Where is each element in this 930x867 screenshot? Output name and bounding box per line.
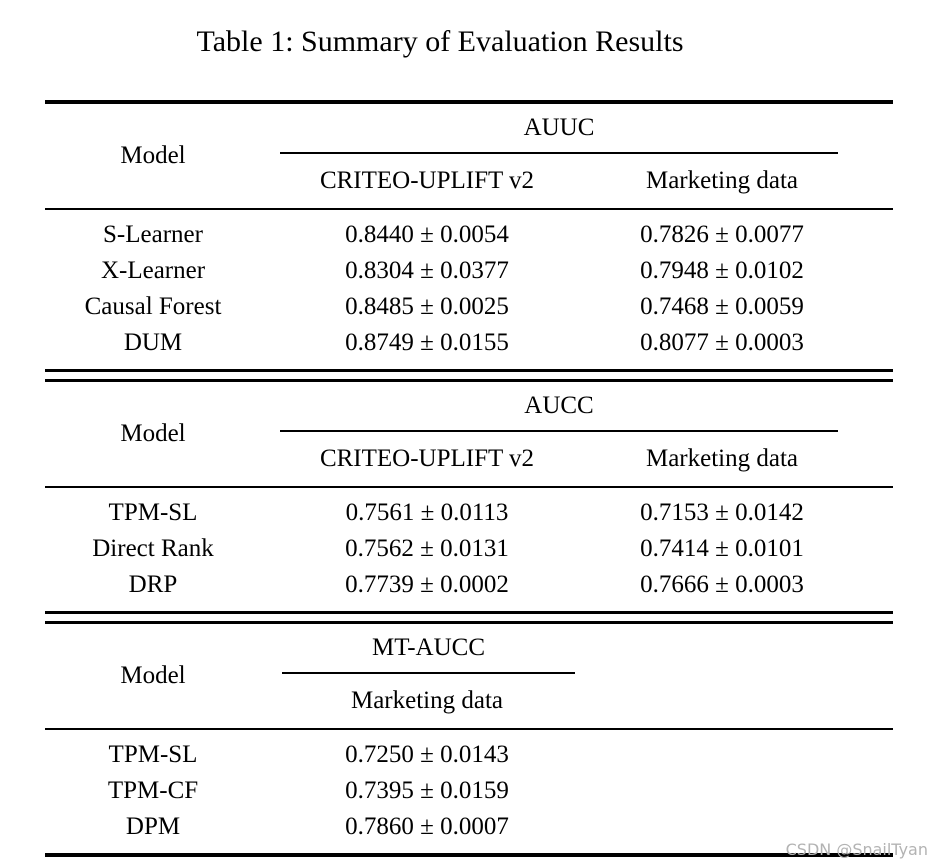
column-header-marketing: Marketing data bbox=[645, 445, 799, 472]
model-cell: DPM bbox=[125, 813, 181, 840]
model-column-header: Model bbox=[120, 142, 186, 169]
top-rule bbox=[45, 100, 893, 104]
table-row: DPM 0.7860 ± 0.0007 bbox=[45, 809, 893, 845]
value-cell-marketing: 0.7414 ± 0.0101 bbox=[640, 535, 804, 562]
table-row: DRP 0.7739 ± 0.0002 0.7666 ± 0.0003 bbox=[45, 567, 893, 603]
column-header-criteo: CRITEO-UPLIFT v2 bbox=[319, 167, 535, 194]
model-cell: DUM bbox=[123, 329, 183, 356]
metric-header-aucc: AUCC bbox=[280, 382, 838, 432]
model-column-header: Model bbox=[120, 662, 186, 689]
value-cell-criteo: 0.7561 ± 0.0113 bbox=[345, 499, 509, 526]
value-cell-marketing: 0.7826 ± 0.0077 bbox=[640, 221, 804, 248]
model-cell: TPM-SL bbox=[108, 741, 198, 768]
table-row: S-Learner 0.8440 ± 0.0054 0.7826 ± 0.007… bbox=[45, 217, 893, 253]
table-row: TPM-SL 0.7561 ± 0.0113 0.7153 ± 0.0142 bbox=[45, 495, 893, 531]
value-cell-criteo: 0.8749 ± 0.0155 bbox=[345, 329, 509, 356]
model-cell: TPM-SL bbox=[108, 499, 198, 526]
model-cell: X-Learner bbox=[100, 257, 206, 284]
metric-label: AUCC bbox=[524, 392, 594, 419]
value-cell-marketing: 0.7250 ± 0.0143 bbox=[345, 741, 509, 768]
header-body-rule bbox=[45, 728, 893, 730]
metric-header-auuc: AUUC bbox=[280, 104, 838, 154]
value-cell-criteo: 0.8485 ± 0.0025 bbox=[345, 293, 509, 320]
table-row: DUM 0.8749 ± 0.0155 0.8077 ± 0.0003 bbox=[45, 325, 893, 361]
auuc-body: S-Learner 0.8440 ± 0.0054 0.7826 ± 0.007… bbox=[45, 210, 893, 369]
table-caption: Table 1: Summary of Evaluation Results bbox=[196, 25, 684, 58]
metric-header-mt-aucc: MT-AUCC bbox=[282, 624, 575, 674]
column-header-marketing: Marketing data bbox=[350, 687, 504, 714]
table-row: X-Learner 0.8304 ± 0.0377 0.7948 ± 0.010… bbox=[45, 253, 893, 289]
csdn-watermark: CSDN @SnailTyan bbox=[785, 840, 928, 859]
bottom-rule bbox=[45, 853, 893, 857]
value-cell-marketing: 0.7860 ± 0.0007 bbox=[345, 813, 509, 840]
aucc-header: Model AUCC CRITEO-UPLIFT v2 Marketing da… bbox=[45, 382, 893, 486]
mt-aucc-subheaders: Marketing data bbox=[45, 674, 893, 728]
table-row: TPM-SL 0.7250 ± 0.0143 bbox=[45, 737, 893, 773]
model-column-header: Model bbox=[120, 420, 186, 447]
value-cell-marketing: 0.7395 ± 0.0159 bbox=[345, 777, 509, 804]
aucc-subheaders: CRITEO-UPLIFT v2 Marketing data bbox=[45, 432, 893, 486]
value-cell-marketing: 0.7468 ± 0.0059 bbox=[640, 293, 804, 320]
aucc-body: TPM-SL 0.7561 ± 0.0113 0.7153 ± 0.0142 D… bbox=[45, 488, 893, 611]
evaluation-results-table: Model AUUC CRITEO-UPLIFT v2 Marketing da… bbox=[45, 100, 893, 857]
metric-label: MT-AUCC bbox=[372, 634, 485, 661]
value-cell-criteo: 0.7739 ± 0.0002 bbox=[345, 571, 509, 598]
mt-aucc-header: Model MT-AUCC Marketing data bbox=[45, 624, 893, 728]
section-divider-rule bbox=[45, 611, 893, 624]
value-cell-marketing: 0.7948 ± 0.0102 bbox=[640, 257, 804, 284]
auuc-header: Model AUUC CRITEO-UPLIFT v2 Marketing da… bbox=[45, 104, 893, 208]
value-cell-criteo: 0.8440 ± 0.0054 bbox=[345, 221, 509, 248]
header-body-rule bbox=[45, 486, 893, 488]
table-row: Causal Forest 0.8485 ± 0.0025 0.7468 ± 0… bbox=[45, 289, 893, 325]
value-cell-marketing: 0.7666 ± 0.0003 bbox=[640, 571, 804, 598]
model-cell: S-Learner bbox=[103, 221, 203, 248]
value-cell-marketing: 0.8077 ± 0.0003 bbox=[640, 329, 804, 356]
table-row: TPM-CF 0.7395 ± 0.0159 bbox=[45, 773, 893, 809]
table-row: Direct Rank 0.7562 ± 0.0131 0.7414 ± 0.0… bbox=[45, 531, 893, 567]
value-cell-marketing: 0.7153 ± 0.0142 bbox=[640, 499, 804, 526]
model-cell: TPM-CF bbox=[107, 777, 199, 804]
model-cell: DRP bbox=[128, 571, 178, 598]
column-header-criteo: CRITEO-UPLIFT v2 bbox=[319, 445, 535, 472]
metric-label: AUUC bbox=[523, 114, 595, 141]
column-header-marketing: Marketing data bbox=[645, 167, 799, 194]
model-cell: Direct Rank bbox=[92, 535, 214, 562]
value-cell-criteo: 0.7562 ± 0.0131 bbox=[345, 535, 509, 562]
auuc-subheaders: CRITEO-UPLIFT v2 Marketing data bbox=[45, 154, 893, 208]
model-cell: Causal Forest bbox=[84, 293, 222, 320]
mt-aucc-body: TPM-SL 0.7250 ± 0.0143 TPM-CF 0.7395 ± 0… bbox=[45, 730, 893, 853]
value-cell-criteo: 0.8304 ± 0.0377 bbox=[345, 257, 509, 284]
section-divider-rule bbox=[45, 369, 893, 382]
header-body-rule bbox=[45, 208, 893, 210]
